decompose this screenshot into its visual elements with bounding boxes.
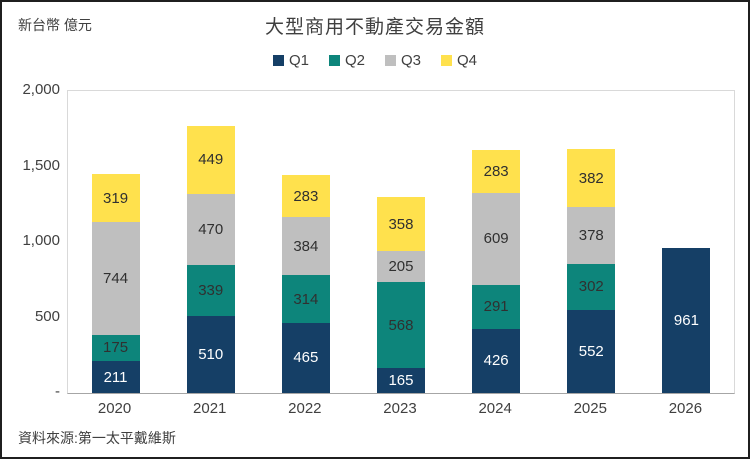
bar-segment-q3: 205 [376,251,425,283]
x-axis-label-2025: 2025 [573,400,607,417]
bar-segment-q3: 744 [91,222,140,335]
stacked-bar-2021: 510 339 470 449 [186,126,235,393]
bar-segment-q1: 961 [662,247,711,393]
legend: Q1 Q2 Q3 Q4 [2,52,748,69]
stacked-bar-2023: 165 568 205 358 [376,197,425,393]
y-tick-label: 1,000 [22,232,60,249]
legend-label: Q4 [457,52,478,69]
y-axis-unit-label: 新台幣 億元 [18,17,92,33]
stacked-bar-2020: 211 175 744 319 [91,174,140,393]
bar-column-2021: 510 339 470 449 [163,91,258,393]
bar-value-label: 378 [578,227,604,245]
plot-area: 211 175 744 319 510 339 470 449 465 314 384 283 165 5… [67,90,735,394]
bar-value-label: 510 [198,346,224,363]
bar-value-label: 465 [293,349,319,367]
bar-segment-q4: 319 [91,174,140,223]
x-axis-labels: 2020 2021 2022 2023 2024 2025 2026 [67,400,733,417]
stacked-bar-2022: 465 314 384 283 [281,174,330,393]
chart-title: 大型商用不動產交易金額 [264,17,485,38]
legend-label: Q1 [288,52,309,69]
bar-value-label: 449 [198,151,224,169]
bar-value-label: 552 [578,342,604,360]
bar-value-label: 283 [483,162,509,180]
x-axis-label-2021: 2021 [193,400,227,417]
legend-label: Q3 [401,52,422,69]
bar-value-label: 384 [293,237,319,255]
bar-value-label: 211 [103,368,128,386]
legend-item-q2: Q2 [328,52,365,69]
bar-segment-q3: 384 [281,217,330,276]
bar-value-label: 744 [103,270,129,288]
bar-segment-q2: 291 [472,284,521,329]
bar-value-label: 609 [483,230,509,248]
bar-column-2024: 426 291 609 283 [449,91,544,393]
bar-segment-q1: 510 [186,316,235,393]
y-tick-label: - [55,383,60,400]
bar-value-label: 283 [293,187,319,205]
bar-column-2026: 961 [639,91,734,393]
bar-value-label: 175 [103,339,129,357]
x-axis-label-2026: 2026 [668,400,703,417]
bar-value-label: 291 [483,298,509,316]
legend-label: Q2 [344,52,365,69]
bar-segment-q1: 426 [472,328,521,393]
bar-value-label: 568 [388,316,414,334]
legend-item-q1: Q1 [272,52,309,69]
bar-column-2020: 211 175 744 319 [68,91,163,393]
legend-swatch-icon [328,55,340,66]
bar-value-label: 382 [578,169,604,187]
bar-value-label: 205 [388,258,414,276]
bar-column-2023: 165 568 205 358 [353,91,448,393]
x-axis-label-2020: 2020 [97,400,132,417]
legend-item-q4: Q4 [441,52,477,69]
bar-segment-q3: 470 [186,193,235,265]
bar-segment-q2: 175 [91,334,140,362]
bar-segment-q4: 358 [376,197,425,252]
legend-swatch-icon [272,55,284,66]
legend-item-q3: Q3 [385,52,421,69]
bar-segment-q4: 449 [186,126,235,194]
y-tick-label: 1,500 [22,156,60,174]
bar-value-label: 358 [388,215,414,233]
x-axis-label-2022: 2022 [288,400,322,417]
bar-segment-q2: 568 [376,282,425,369]
bar-value-label: 961 [673,311,699,329]
stacked-bar-2026: 961 [662,247,711,393]
x-axis-label-2024: 2024 [478,400,512,417]
bar-column-2022: 465 314 384 283 [258,91,353,393]
source-note: 資料來源:第一太平戴維斯 [18,430,176,446]
bar-value-label: 339 [198,281,224,299]
bar-segment-q1: 211 [91,361,140,393]
bar-value-label: 319 [103,189,129,207]
bar-segment-q2: 314 [281,275,330,323]
legend-swatch-icon [385,55,396,66]
bar-value-label: 314 [293,290,319,308]
bar-segment-q1: 465 [281,322,330,393]
bar-segment-q4: 283 [472,150,521,193]
bar-segment-q4: 283 [281,174,330,218]
bar-segment-q3: 378 [567,207,616,265]
bar-value-label: 302 [578,278,604,296]
bar-segment-q1: 552 [567,309,616,393]
legend-swatch-icon [441,55,453,66]
bar-segment-q1: 165 [376,368,425,393]
x-axis-label-2023: 2023 [383,400,417,417]
bar-segment-q3: 609 [472,192,521,285]
bar-segment-q2: 339 [186,264,235,316]
bar-value-label: 426 [483,352,509,370]
bar-value-label: 165 [388,372,414,390]
stacked-bar-2024: 426 291 609 283 [472,150,521,393]
bar-segment-q2: 302 [567,264,616,310]
y-tick-label: 2,000 [22,81,60,98]
bar-segment-q4: 382 [567,149,616,207]
y-tick-label: 500 [34,307,60,325]
stacked-bar-2025: 552 302 378 382 [567,149,616,393]
bar-column-2025: 552 302 378 382 [544,91,639,393]
bars-container: 211 175 744 319 510 339 470 449 465 314 384 283 165 5… [68,91,734,393]
bar-value-label: 470 [198,220,224,238]
